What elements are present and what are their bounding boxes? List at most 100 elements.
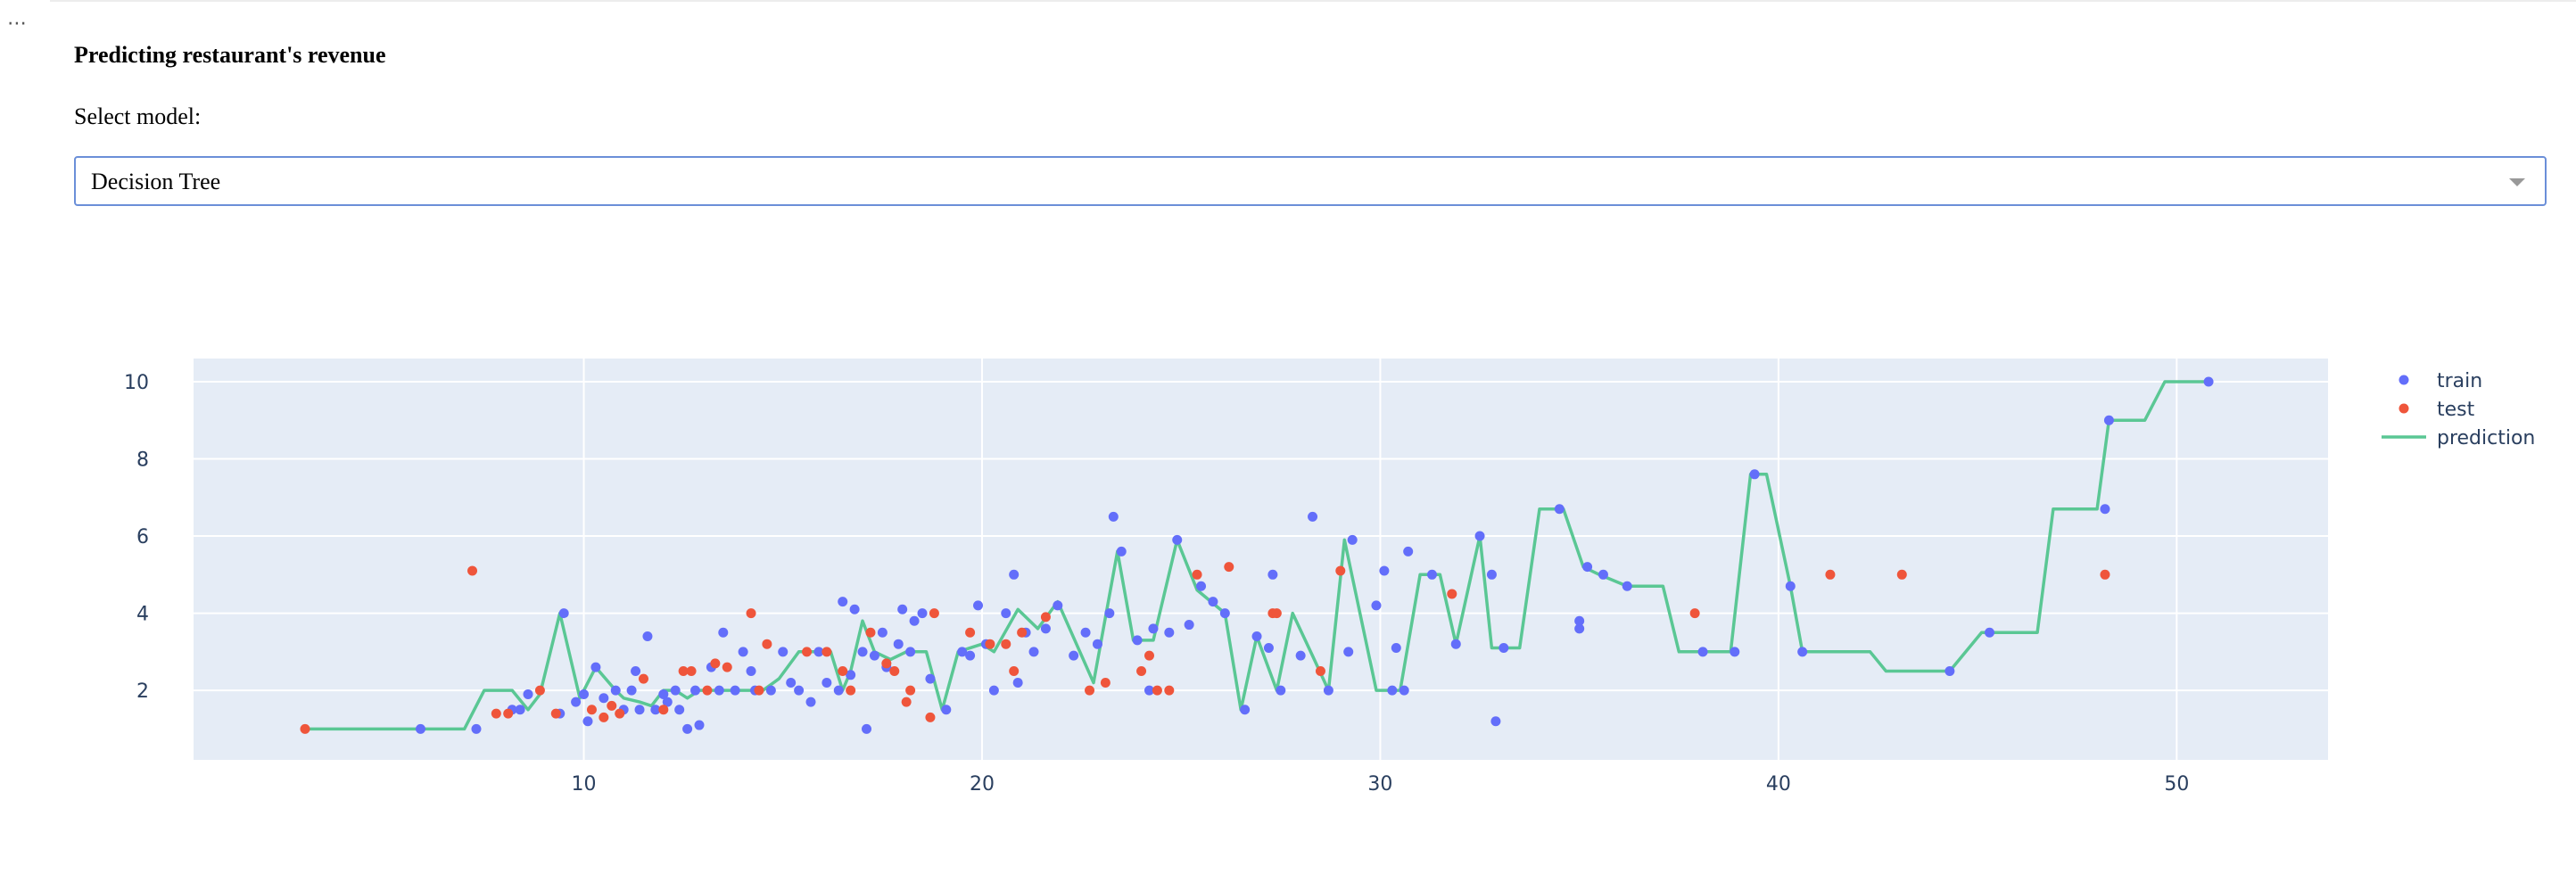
train-point (1184, 620, 1194, 631)
train-point (523, 688, 533, 699)
train-point (1426, 569, 1437, 580)
test-point (881, 658, 892, 669)
test-point (754, 685, 764, 696)
test-point (1825, 569, 1836, 580)
train-point (1009, 569, 1020, 580)
test-point (802, 647, 813, 657)
train-point (813, 647, 824, 657)
ellipsis-icon[interactable]: ⋯ (7, 12, 28, 35)
train-point (662, 697, 673, 707)
train-point (415, 723, 425, 734)
train-point (1574, 615, 1585, 626)
train-point (1308, 511, 1318, 522)
test-point (1152, 685, 1162, 696)
train-point (869, 650, 879, 661)
train-point (599, 693, 609, 704)
train-point (1148, 623, 1159, 634)
train-point (682, 723, 693, 734)
train-point (1040, 623, 1051, 634)
train-point (674, 705, 685, 715)
train-point (1012, 677, 1023, 688)
test-point (1100, 677, 1110, 688)
test-point (1001, 639, 1011, 649)
train-point (1144, 685, 1154, 696)
train-point (2103, 415, 2114, 425)
test-point (2100, 569, 2110, 580)
test-point (1040, 612, 1051, 623)
train-point (1240, 705, 1251, 715)
test-legend-swatch (2398, 403, 2409, 414)
train-point (778, 647, 788, 657)
test-point (678, 665, 689, 676)
train-point (877, 627, 888, 638)
test-point (300, 723, 310, 734)
train-point (590, 662, 601, 672)
test-point (925, 712, 936, 722)
x-tick-label: 50 (2164, 773, 2189, 796)
test-point (901, 697, 912, 707)
y-gridlines (194, 380, 2328, 692)
train-point (1208, 597, 1218, 607)
train-point (714, 685, 724, 696)
train-point (1323, 685, 1333, 696)
marker-layer (300, 376, 2214, 734)
train-point (1785, 581, 1796, 591)
test-point (503, 708, 514, 719)
test-point (686, 665, 697, 676)
x-tick-label: 10 (572, 773, 597, 796)
train-point (1944, 665, 1955, 676)
train-point (849, 604, 860, 614)
model-dropdown[interactable]: Decision Tree (74, 156, 2547, 206)
train-point (909, 615, 920, 626)
train-point (1001, 608, 1011, 619)
x-tick-labels: 10 20 30 40 50 (572, 773, 2190, 796)
y-tick-label: 4 (136, 604, 149, 626)
test-point (1447, 589, 1457, 599)
model-dropdown-value: Decision Tree (91, 169, 221, 194)
test-point (889, 665, 900, 676)
train-point (2203, 376, 2214, 387)
train-point (694, 720, 705, 730)
x-tick-label: 20 (970, 773, 995, 796)
train-point (746, 665, 756, 676)
train-point (1490, 716, 1501, 727)
test-point (1017, 627, 1028, 638)
train-point (1399, 685, 1409, 696)
train-point (1403, 546, 1414, 557)
train-point (1371, 600, 1382, 611)
top-divider (50, 0, 2576, 2)
test-point (1896, 569, 1907, 580)
train-point (1295, 650, 1306, 661)
test-point (965, 627, 976, 638)
train-point (1069, 650, 1079, 661)
train-point (690, 685, 701, 696)
train-point (1108, 511, 1119, 522)
train-point (582, 716, 593, 727)
plot-area (194, 359, 2328, 760)
train-point (1276, 685, 1286, 696)
train-point (515, 705, 525, 715)
legend[interactable]: train test prediction (2382, 370, 2535, 449)
train-point (1554, 504, 1565, 515)
train-point (1499, 643, 1509, 654)
train-point (558, 608, 569, 619)
train-point (1574, 623, 1585, 634)
test-point (467, 565, 478, 576)
test-point (658, 705, 669, 715)
chevron-down-icon[interactable] (2509, 178, 2525, 186)
train-point (2100, 504, 2110, 515)
train-point (571, 697, 582, 707)
train-point (1172, 534, 1183, 545)
test-point (1335, 565, 1346, 576)
test-point (865, 627, 876, 638)
train-point (658, 688, 669, 699)
train-point (1474, 531, 1485, 541)
train-point (897, 604, 908, 614)
train-point (1697, 647, 1708, 657)
train-point (893, 639, 904, 649)
test-point (1192, 569, 1202, 580)
test-point (615, 708, 625, 719)
train-point (1622, 581, 1632, 591)
train-point (650, 705, 661, 715)
